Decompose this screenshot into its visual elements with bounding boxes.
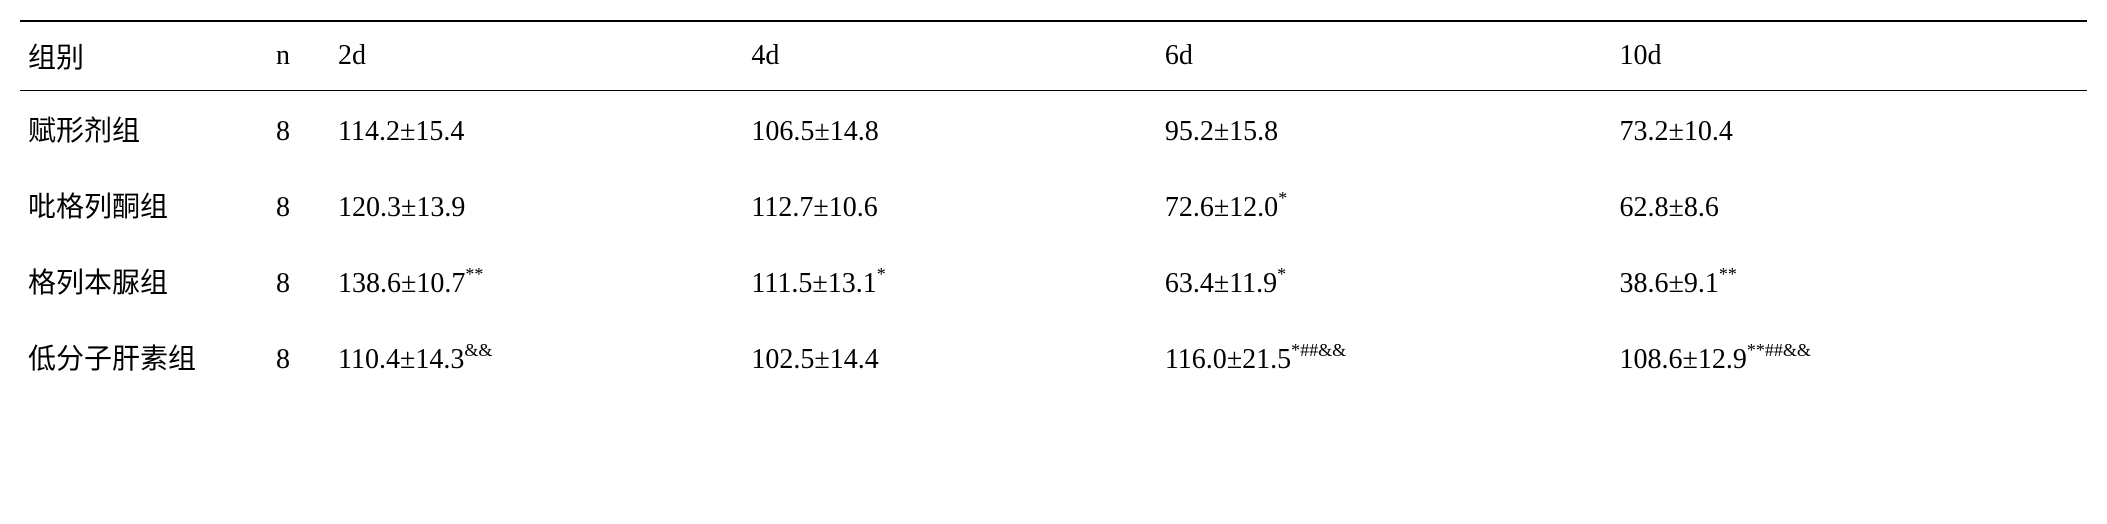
cell-sup: * bbox=[1277, 264, 1286, 284]
cell-group: 低分子肝素组 bbox=[20, 319, 268, 395]
data-table: 组别 n 2d 4d 6d 10d 赋形剂组 8 114.2±15.4 106.… bbox=[20, 20, 2087, 395]
table-row: 格列本脲组 8 138.6±10.7** 111.5±13.1* 63.4±11… bbox=[20, 243, 2087, 319]
cell-group: 格列本脲组 bbox=[20, 243, 268, 319]
cell-sup: ** bbox=[1719, 264, 1737, 284]
cell-group: 吡格列酮组 bbox=[20, 167, 268, 243]
header-n: n bbox=[268, 21, 330, 91]
cell-n: 8 bbox=[268, 167, 330, 243]
cell-value: 72.6±12.0 bbox=[1165, 192, 1278, 223]
cell-4d: 102.5±14.4 bbox=[743, 319, 1156, 395]
cell-value: 73.2±10.4 bbox=[1620, 116, 1733, 147]
cell-10d: 73.2±10.4 bbox=[1612, 91, 2087, 168]
header-6d: 6d bbox=[1157, 21, 1612, 91]
cell-2d: 114.2±15.4 bbox=[330, 91, 743, 168]
cell-value: 108.6±12.9 bbox=[1620, 344, 1747, 375]
cell-value: 138.6±10.7 bbox=[338, 268, 465, 299]
cell-value: 38.6±9.1 bbox=[1620, 268, 1719, 299]
cell-sup: ** bbox=[465, 264, 483, 284]
data-table-container: 组别 n 2d 4d 6d 10d 赋形剂组 8 114.2±15.4 106.… bbox=[20, 20, 2087, 395]
table-row: 赋形剂组 8 114.2±15.4 106.5±14.8 95.2±15.8 7… bbox=[20, 91, 2087, 168]
cell-2d: 110.4±14.3&& bbox=[330, 319, 743, 395]
cell-value: 111.5±13.1 bbox=[751, 268, 876, 299]
cell-sup: *##&& bbox=[1291, 340, 1346, 360]
cell-10d: 38.6±9.1** bbox=[1612, 243, 2087, 319]
cell-4d: 106.5±14.8 bbox=[743, 91, 1156, 168]
table-row: 吡格列酮组 8 120.3±13.9 112.7±10.6 72.6±12.0*… bbox=[20, 167, 2087, 243]
cell-6d: 63.4±11.9* bbox=[1157, 243, 1612, 319]
cell-n: 8 bbox=[268, 91, 330, 168]
cell-6d: 72.6±12.0* bbox=[1157, 167, 1612, 243]
cell-10d: 108.6±12.9**##&& bbox=[1612, 319, 2087, 395]
cell-2d: 138.6±10.7** bbox=[330, 243, 743, 319]
header-10d: 10d bbox=[1612, 21, 2087, 91]
cell-2d: 120.3±13.9 bbox=[330, 167, 743, 243]
cell-value: 110.4±14.3 bbox=[338, 344, 464, 375]
cell-sup: * bbox=[1278, 188, 1287, 208]
header-group: 组别 bbox=[20, 21, 268, 91]
cell-sup: **##&& bbox=[1747, 340, 1811, 360]
table-header-row: 组别 n 2d 4d 6d 10d bbox=[20, 21, 2087, 91]
cell-4d: 111.5±13.1* bbox=[743, 243, 1156, 319]
cell-n: 8 bbox=[268, 243, 330, 319]
cell-sup: * bbox=[877, 264, 886, 284]
cell-sup: && bbox=[464, 340, 492, 360]
header-2d: 2d bbox=[330, 21, 743, 91]
cell-value: 116.0±21.5 bbox=[1165, 344, 1291, 375]
cell-group: 赋形剂组 bbox=[20, 91, 268, 168]
cell-value: 114.2±15.4 bbox=[338, 116, 464, 147]
cell-value: 95.2±15.8 bbox=[1165, 116, 1278, 147]
cell-6d: 116.0±21.5*##&& bbox=[1157, 319, 1612, 395]
cell-value: 63.4±11.9 bbox=[1165, 268, 1277, 299]
cell-6d: 95.2±15.8 bbox=[1157, 91, 1612, 168]
cell-value: 112.7±10.6 bbox=[751, 192, 877, 223]
cell-value: 120.3±13.9 bbox=[338, 192, 465, 223]
table-row: 低分子肝素组 8 110.4±14.3&& 102.5±14.4 116.0±2… bbox=[20, 319, 2087, 395]
cell-10d: 62.8±8.6 bbox=[1612, 167, 2087, 243]
header-4d: 4d bbox=[743, 21, 1156, 91]
cell-value: 102.5±14.4 bbox=[751, 344, 878, 375]
cell-n: 8 bbox=[268, 319, 330, 395]
table-body: 赋形剂组 8 114.2±15.4 106.5±14.8 95.2±15.8 7… bbox=[20, 91, 2087, 396]
cell-value: 106.5±14.8 bbox=[751, 116, 878, 147]
cell-value: 62.8±8.6 bbox=[1620, 192, 1719, 223]
cell-4d: 112.7±10.6 bbox=[743, 167, 1156, 243]
